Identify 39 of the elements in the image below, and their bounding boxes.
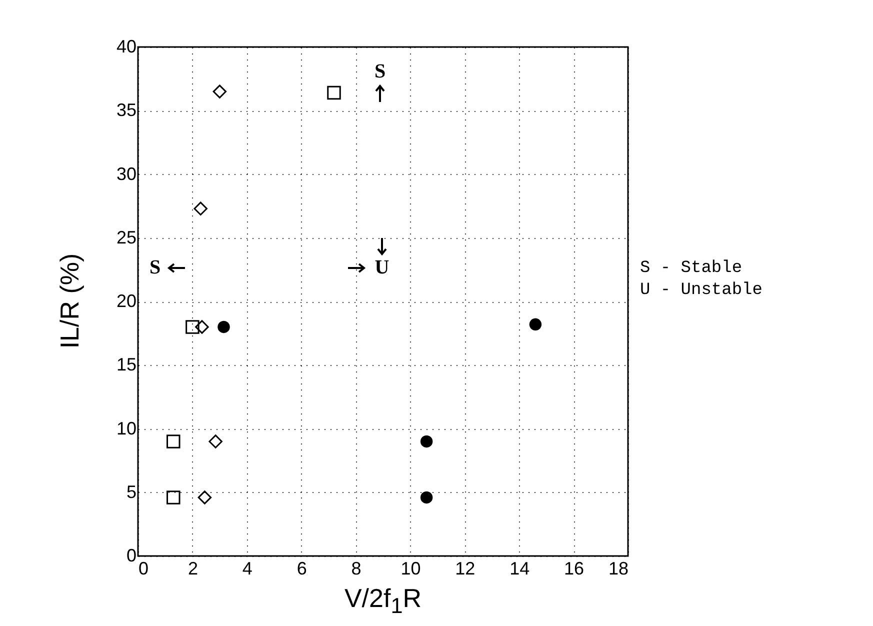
x-tick-label: 0: [138, 558, 149, 578]
point: [166, 434, 180, 448]
annotation: U: [374, 256, 390, 280]
y-axis-title: IL/R (%): [54, 253, 86, 349]
text: S - Stable: [640, 258, 744, 280]
y-tick-label: 25: [116, 227, 136, 248]
x-axis-title: V/2f$_{1}$R: [343, 583, 423, 620]
annotation: S: [149, 256, 161, 280]
point: [420, 435, 433, 448]
point: [186, 320, 200, 334]
x-tick-label: 18: [608, 558, 628, 578]
x-tick-label: 6: [296, 558, 307, 578]
text: U - Unstable: [640, 280, 762, 302]
x-tick-label: 4: [242, 558, 252, 578]
y-tick-label: 0: [126, 546, 136, 566]
point: [218, 320, 230, 334]
y-tick-label: 40: [116, 36, 136, 56]
point: [212, 84, 227, 98]
point: [166, 490, 180, 504]
y-tick-label: 35: [116, 100, 136, 120]
y-tick-label: 20: [116, 291, 136, 311]
x-tick-label: 14: [510, 558, 530, 578]
x-tick-label: 8: [351, 558, 362, 578]
point: [195, 320, 209, 334]
x-tick-label: 2: [188, 558, 198, 578]
point: [194, 202, 208, 216]
y-tick-label: 15: [116, 354, 136, 375]
point: [327, 86, 341, 100]
point: [529, 318, 542, 331]
point: [198, 490, 212, 504]
point: [420, 491, 433, 504]
y-tick-label: 30: [116, 164, 136, 184]
x-tick-label: 16: [564, 558, 584, 578]
point: [208, 434, 222, 448]
y-tick-label: 10: [116, 418, 136, 438]
y-tick-label: 5: [126, 482, 136, 502]
x-tick-label: 10: [400, 558, 421, 578]
annotation: S: [374, 60, 386, 84]
x-tick-label: 12: [455, 558, 476, 578]
